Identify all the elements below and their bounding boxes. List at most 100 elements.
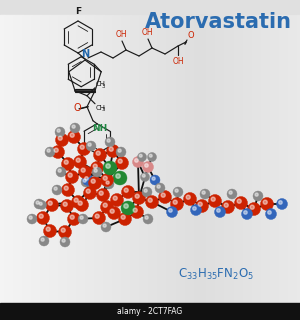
Bar bbox=[223, 15, 224, 320]
Circle shape bbox=[65, 171, 79, 183]
Bar bbox=[46, 15, 47, 320]
Circle shape bbox=[58, 226, 71, 238]
Circle shape bbox=[71, 196, 85, 209]
Circle shape bbox=[101, 222, 111, 232]
Circle shape bbox=[74, 156, 86, 169]
Bar bbox=[298, 15, 299, 320]
Bar bbox=[225, 15, 226, 320]
Bar bbox=[144, 15, 145, 320]
Bar bbox=[129, 15, 130, 320]
Bar bbox=[137, 15, 138, 320]
Text: C$_{33}$H$_{35}$FN$_{2}$O$_{5}$: C$_{33}$H$_{35}$FN$_{2}$O$_{5}$ bbox=[178, 267, 254, 282]
Bar bbox=[47, 15, 48, 320]
Bar bbox=[250, 15, 251, 320]
Bar bbox=[115, 15, 116, 320]
Bar bbox=[247, 15, 248, 320]
Bar bbox=[231, 15, 232, 320]
Bar bbox=[122, 15, 123, 320]
Text: NH: NH bbox=[92, 124, 107, 133]
Circle shape bbox=[279, 201, 282, 204]
Bar bbox=[40, 15, 41, 320]
Bar bbox=[183, 15, 184, 320]
Bar bbox=[296, 15, 297, 320]
Circle shape bbox=[29, 216, 32, 219]
Bar bbox=[110, 15, 111, 320]
Circle shape bbox=[70, 123, 80, 133]
Bar bbox=[74, 15, 75, 320]
Bar bbox=[201, 15, 202, 320]
Bar bbox=[261, 15, 262, 320]
Bar bbox=[108, 15, 109, 320]
Circle shape bbox=[113, 196, 117, 200]
Bar bbox=[109, 15, 110, 320]
Bar bbox=[92, 15, 93, 320]
Bar bbox=[199, 15, 200, 320]
Circle shape bbox=[124, 204, 128, 208]
Bar bbox=[13, 15, 14, 320]
Bar bbox=[15, 15, 16, 320]
Bar bbox=[287, 15, 288, 320]
Circle shape bbox=[110, 209, 114, 213]
Text: 3: 3 bbox=[102, 107, 106, 112]
Bar bbox=[180, 15, 181, 320]
Circle shape bbox=[76, 158, 80, 162]
Bar bbox=[185, 15, 186, 320]
Bar bbox=[286, 15, 287, 320]
Circle shape bbox=[260, 197, 274, 211]
Bar bbox=[32, 15, 33, 320]
Circle shape bbox=[116, 147, 126, 157]
Circle shape bbox=[116, 174, 120, 178]
Bar bbox=[84, 15, 85, 320]
Circle shape bbox=[39, 236, 49, 246]
Bar bbox=[44, 15, 45, 320]
Bar bbox=[221, 15, 222, 320]
Circle shape bbox=[109, 147, 113, 151]
Bar bbox=[105, 15, 106, 320]
Circle shape bbox=[224, 203, 228, 207]
Circle shape bbox=[41, 238, 44, 241]
Bar bbox=[142, 15, 143, 320]
Text: OH: OH bbox=[141, 28, 153, 37]
Bar bbox=[193, 15, 194, 320]
Bar bbox=[226, 15, 227, 320]
Bar bbox=[36, 15, 37, 320]
Circle shape bbox=[142, 162, 154, 172]
Circle shape bbox=[190, 204, 202, 215]
Text: OH: OH bbox=[115, 30, 127, 39]
Bar bbox=[290, 15, 291, 320]
Bar bbox=[241, 15, 242, 320]
Bar bbox=[100, 15, 101, 320]
Bar bbox=[257, 15, 258, 320]
Circle shape bbox=[214, 206, 226, 218]
Bar bbox=[258, 15, 259, 320]
Circle shape bbox=[130, 205, 143, 219]
Circle shape bbox=[58, 169, 61, 172]
Bar bbox=[155, 15, 156, 320]
Circle shape bbox=[133, 156, 143, 167]
Bar bbox=[75, 15, 76, 320]
Circle shape bbox=[77, 142, 91, 156]
Bar bbox=[66, 15, 67, 320]
Bar bbox=[277, 15, 278, 320]
Bar bbox=[34, 15, 35, 320]
Circle shape bbox=[45, 147, 55, 157]
Bar bbox=[128, 15, 129, 320]
Bar bbox=[162, 15, 163, 320]
Circle shape bbox=[52, 185, 62, 195]
Circle shape bbox=[46, 227, 50, 231]
Bar bbox=[184, 15, 185, 320]
Circle shape bbox=[110, 194, 124, 206]
Circle shape bbox=[235, 196, 248, 210]
Bar bbox=[130, 15, 131, 320]
Bar bbox=[139, 15, 140, 320]
Bar bbox=[152, 15, 153, 320]
Text: O: O bbox=[73, 103, 81, 113]
Bar bbox=[118, 15, 119, 320]
Circle shape bbox=[167, 206, 178, 218]
Bar bbox=[165, 15, 166, 320]
Circle shape bbox=[135, 159, 138, 162]
Bar bbox=[63, 15, 64, 320]
Circle shape bbox=[107, 139, 110, 142]
Circle shape bbox=[83, 179, 86, 182]
Circle shape bbox=[103, 161, 117, 175]
